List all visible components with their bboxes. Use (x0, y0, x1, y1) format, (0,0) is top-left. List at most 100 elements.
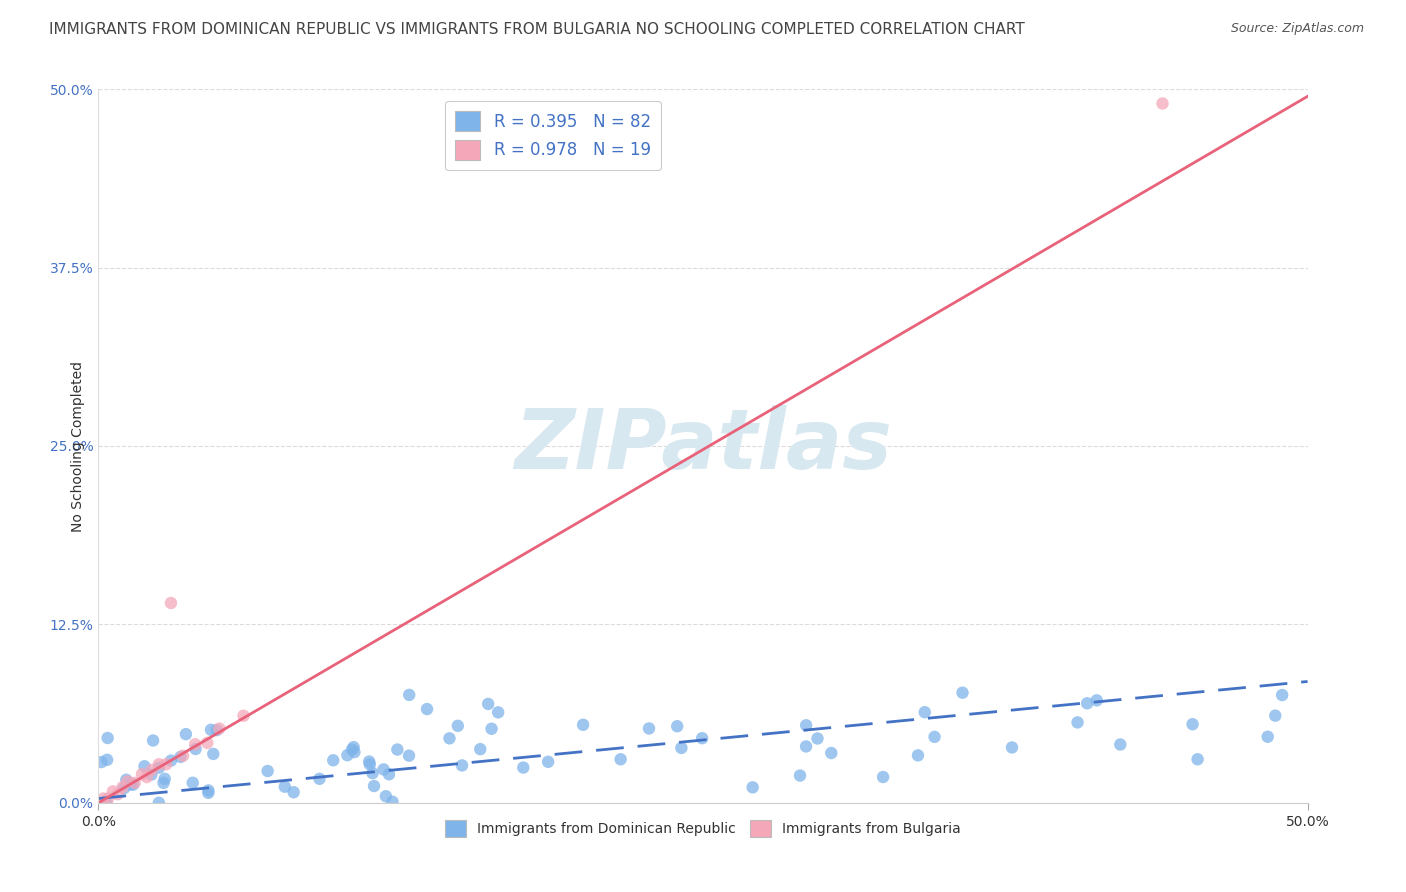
Point (101, 784, 124, 798)
Point (872, 770, 894, 784)
Point (806, 731, 828, 746)
Point (336, 748, 359, 763)
Point (96, 753, 118, 767)
Point (1264, 708, 1286, 723)
Point (794, 739, 817, 754)
Point (470, 742, 492, 756)
Point (789, 768, 811, 782)
Point (952, 686, 974, 700)
Point (741, 780, 763, 795)
Point (1187, 752, 1209, 766)
Point (1085, 693, 1108, 707)
Point (374, 789, 396, 804)
Point (112, 781, 135, 796)
Point (1257, 730, 1279, 744)
Point (671, 740, 693, 755)
Point (256, 764, 278, 778)
Point (111, 780, 134, 794)
Point (794, 718, 817, 732)
Point (1181, 717, 1204, 731)
Point (131, 767, 153, 781)
Point (343, 745, 366, 759)
Point (172, 748, 194, 763)
Point (148, 761, 170, 775)
Point (141, 763, 163, 777)
Legend: Immigrants from Dominican Republic, Immigrants from Bulgaria: Immigrants from Dominican Republic, Immi… (440, 814, 966, 842)
Point (1109, 738, 1132, 752)
Point (274, 780, 297, 794)
Point (363, 779, 385, 793)
Point (160, 596, 183, 610)
Point (322, 753, 344, 767)
Point (96, 796, 118, 810)
Point (343, 740, 366, 755)
Point (122, 778, 145, 792)
Point (398, 688, 420, 702)
Point (1001, 740, 1024, 755)
Point (512, 760, 534, 774)
Point (378, 767, 401, 781)
Point (381, 795, 404, 809)
Point (117, 774, 139, 789)
Point (91, 791, 114, 805)
Point (208, 722, 231, 736)
Point (160, 754, 183, 768)
Point (1271, 688, 1294, 702)
Point (195, 736, 218, 750)
Point (439, 731, 461, 746)
Point (142, 733, 165, 747)
Point (572, 718, 595, 732)
Point (1066, 715, 1088, 730)
Point (200, 723, 222, 737)
Point (232, 708, 254, 723)
Point (152, 776, 174, 790)
Point (97, 791, 120, 805)
Point (486, 706, 509, 720)
Point (1076, 696, 1098, 710)
Point (202, 747, 225, 761)
Point (184, 737, 207, 751)
Point (373, 763, 395, 777)
Point (197, 783, 219, 797)
Point (416, 702, 439, 716)
Point (148, 796, 170, 810)
Point (184, 742, 207, 756)
Point (283, 785, 305, 799)
Point (690, 731, 713, 746)
Point (134, 759, 156, 773)
Point (447, 719, 470, 733)
Point (398, 748, 420, 763)
Point (340, 742, 363, 756)
Point (148, 757, 170, 772)
Y-axis label: No Schooling Completed: No Schooling Completed (70, 360, 84, 532)
Point (197, 786, 219, 800)
Point (477, 697, 499, 711)
Point (361, 766, 384, 780)
Point (90, 755, 112, 769)
Point (308, 772, 330, 786)
Point (537, 755, 560, 769)
Point (107, 787, 129, 801)
Point (174, 727, 197, 741)
Text: Source: ZipAtlas.com: Source: ZipAtlas.com (1230, 22, 1364, 36)
Point (205, 723, 228, 738)
Point (359, 757, 381, 772)
Point (820, 746, 842, 760)
Point (1152, 96, 1174, 111)
Point (124, 776, 146, 790)
Text: IMMIGRANTS FROM DOMINICAN REPUBLIC VS IMMIGRANTS FROM BULGARIA NO SCHOOLING COMP: IMMIGRANTS FROM DOMINICAN REPUBLIC VS IM… (49, 22, 1025, 37)
Point (907, 748, 929, 763)
Point (181, 776, 204, 790)
Point (135, 770, 157, 784)
Point (609, 752, 631, 766)
Point (115, 772, 138, 787)
Text: ZIPatlas: ZIPatlas (515, 406, 891, 486)
Point (914, 705, 936, 719)
Point (120, 778, 142, 792)
Point (481, 722, 503, 736)
Point (666, 719, 689, 733)
Point (451, 758, 474, 772)
Point (638, 722, 661, 736)
Point (169, 750, 191, 764)
Point (97, 731, 120, 745)
